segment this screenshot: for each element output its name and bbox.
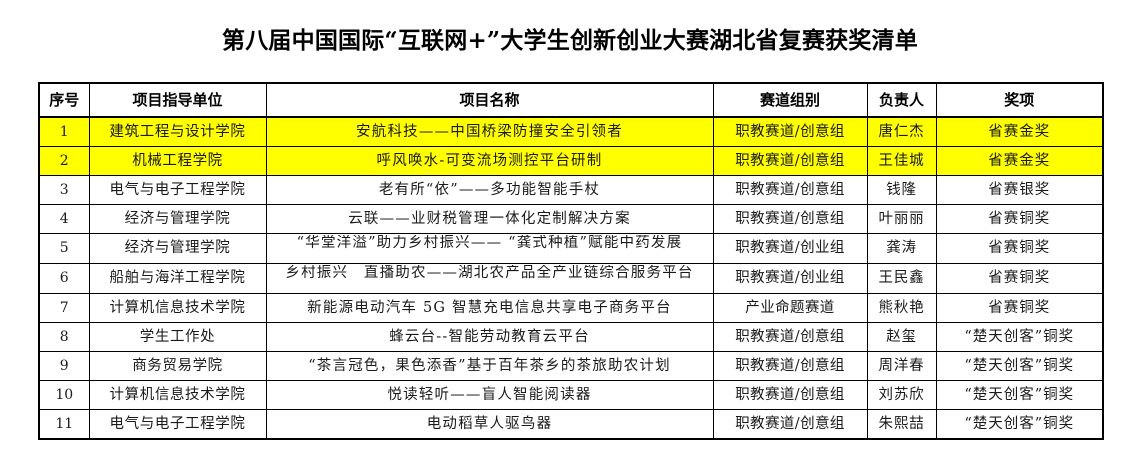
- table-header-row: 序号 项目指导单位 项目名称 赛道组别 负责人 奖项: [38, 82, 1104, 118]
- cell-track: 职教赛道/创意组: [712, 204, 868, 234]
- cell-award: 省赛铜奖: [935, 204, 1104, 234]
- award-table: 序号 项目指导单位 项目名称 赛道组别 负责人 奖项 1 建筑工程与设计学院 安航科…: [38, 82, 1104, 440]
- award-table-container: 序号 项目指导单位 项目名称 赛道组别 负责人 奖项 1 建筑工程与设计学院 安航科…: [38, 82, 1104, 440]
- project-name-text: 乡村振兴 直播助农——湖北农产品全产业链综合服务平台: [285, 265, 694, 281]
- cell-award: 省赛金奖: [935, 146, 1104, 176]
- cell-award: 省赛银奖: [935, 175, 1104, 205]
- cell-person: 唐仁杰: [866, 116, 937, 147]
- project-name-text: “华堂洋溢”助力乡村振兴—— “龚式种植”赋能中药发展: [296, 235, 683, 251]
- column-header-person: 负责人: [866, 82, 937, 118]
- cell-project-name: 呼风唤水-可变流场测控平台研制: [265, 146, 714, 176]
- cell-person: 钱隆: [866, 175, 937, 205]
- cell-unit: 学生工作处: [88, 322, 267, 352]
- cell-track: 职教赛道/创业组: [712, 263, 868, 294]
- page-title: 第八届中国国际“互联网+”大学生创新创业大赛湖北省复赛获奖清单: [222, 27, 918, 54]
- cell-track: 职教赛道/创意组: [712, 175, 868, 205]
- cell-award: 省赛铜奖: [935, 263, 1104, 294]
- table-body: 1 建筑工程与设计学院 安航科技——中国桥梁防撞安全引领者 职教赛道/创意组 唐仁杰 省赛…: [38, 116, 1104, 440]
- column-header-index: 序号: [38, 82, 90, 118]
- cell-person: 王民鑫: [866, 263, 937, 294]
- table-row: 11 电气与电子工程学院 电动稻草人驱鸟器 职教赛道/创意组 朱熙喆 “楚天创客”铜奖: [38, 409, 1104, 440]
- table-row: 2 机械工程学院 呼风唤水-可变流场测控平台研制 职教赛道/创意组 王佳城 省赛金奖: [38, 146, 1104, 176]
- cell-person: 朱熙喆: [866, 409, 937, 440]
- cell-award: 省赛铜奖: [935, 293, 1104, 323]
- cell-person: 龚涛: [866, 233, 937, 264]
- cell-index: 4: [38, 204, 90, 234]
- cell-unit: 建筑工程与设计学院: [88, 116, 267, 147]
- cell-project-name: 老有所“依”——多功能智能手杖: [265, 175, 714, 205]
- cell-unit: 经济与管理学院: [88, 204, 267, 234]
- table-row: 10 计算机信息技术学院 悦读轻听——盲人智能阅读器 职教赛道/创意组 刘苏欣 “楚天创客…: [38, 380, 1104, 410]
- cell-index: 2: [38, 146, 90, 176]
- table-row: 1 建筑工程与设计学院 安航科技——中国桥梁防撞安全引领者 职教赛道/创意组 唐仁杰 省赛…: [38, 116, 1104, 147]
- table-row: 9 商务贸易学院 “茶言冠色，果色添香”基于百年茶乡的茶旅助农计划 职教赛道/创意组周…: [38, 351, 1104, 381]
- cell-track: 职教赛道/创意组: [712, 116, 868, 147]
- cell-person: 叶丽丽: [866, 204, 937, 234]
- cell-unit: 经济与管理学院: [88, 233, 267, 264]
- cell-project-name: “华堂洋溢”助力乡村振兴—— “龚式种植”赋能中药发展: [265, 233, 714, 264]
- cell-award: 省赛铜奖: [935, 233, 1104, 264]
- cell-unit: 计算机信息技术学院: [88, 380, 267, 410]
- cell-person: 熊秋艳: [866, 293, 937, 323]
- cell-index: 7: [38, 293, 90, 323]
- cell-track: 职教赛道/创意组: [712, 351, 868, 381]
- column-header-track: 赛道组别: [712, 82, 868, 118]
- cell-project-name: 安航科技——中国桥梁防撞安全引领者: [265, 116, 714, 147]
- column-header-award: 奖项: [935, 82, 1104, 118]
- cell-project-name: 新能源电动汽车 5G 智慧充电信息共享电子商务平台: [265, 293, 714, 323]
- cell-person: 王佳城: [866, 146, 937, 176]
- cell-track: 职教赛道/创意组: [712, 409, 868, 440]
- cell-index: 9: [38, 351, 90, 381]
- table-row: 3 电气与电子工程学院 老有所“依”——多功能智能手杖 职教赛道/创意组 钱隆 省赛银奖: [38, 175, 1104, 205]
- cell-project-name: 悦读轻听——盲人智能阅读器: [265, 380, 714, 410]
- table-row: 6 船舶与海洋工程学院 乡村振兴 直播助农——湖北农产品全产业链综合服务平台 职教赛道…: [38, 263, 1104, 294]
- cell-track: 职教赛道/创意组: [712, 322, 868, 352]
- cell-unit: 电气与电子工程学院: [88, 175, 267, 205]
- cell-track: 产业命题赛道: [712, 293, 868, 323]
- cell-award: 省赛金奖: [935, 116, 1104, 147]
- cell-index: 6: [38, 263, 90, 294]
- cell-unit: 计算机信息技术学院: [88, 293, 267, 323]
- cell-unit: 商务贸易学院: [88, 351, 267, 381]
- cell-award: “楚天创客”铜奖: [935, 322, 1104, 352]
- table-row: 5 经济与管理学院 “华堂洋溢”助力乡村振兴—— “龚式种植”赋能中药发展 职教赛道/…: [38, 233, 1104, 264]
- cell-unit: 电气与电子工程学院: [88, 409, 267, 440]
- table-row: 4 经济与管理学院 云联——业财税管理一体化定制解决方案 职教赛道/创意组 叶丽丽 省赛铜…: [38, 204, 1104, 234]
- cell-index: 8: [38, 322, 90, 352]
- cell-index: 3: [38, 175, 90, 205]
- cell-award: “楚天创客”铜奖: [935, 409, 1104, 440]
- column-header-project: 项目名称: [265, 82, 714, 118]
- cell-person: 周洋春: [866, 351, 937, 381]
- cell-track: 职教赛道/创意组: [712, 146, 868, 176]
- table-header: 序号 项目指导单位 项目名称 赛道组别 负责人 奖项: [38, 82, 1104, 118]
- cell-index: 1: [38, 116, 90, 147]
- cell-index: 11: [38, 409, 90, 440]
- cell-project-name: “茶言冠色，果色添香”基于百年茶乡的茶旅助农计划: [265, 351, 714, 381]
- cell-track: 职教赛道/创意组: [712, 380, 868, 410]
- cell-project-name: 电动稻草人驱鸟器: [265, 409, 714, 440]
- cell-award: “楚天创客”铜奖: [935, 380, 1104, 410]
- table-row: 8 学生工作处 蜂云台--智能劳动教育云平台 职教赛道/创意组 赵玺 “楚天创客”铜奖: [38, 322, 1104, 352]
- cell-project-name: 云联——业财税管理一体化定制解决方案: [265, 204, 714, 234]
- cell-track: 职教赛道/创业组: [712, 233, 868, 264]
- cell-project-name: 乡村振兴 直播助农——湖北农产品全产业链综合服务平台: [265, 263, 714, 294]
- cell-index: 5: [38, 233, 90, 264]
- cell-unit: 机械工程学院: [88, 146, 267, 176]
- cell-index: 10: [38, 380, 90, 410]
- cell-person: 赵玺: [866, 322, 937, 352]
- column-header-unit: 项目指导单位: [88, 82, 267, 118]
- cell-unit: 船舶与海洋工程学院: [88, 263, 267, 294]
- cell-project-name: 蜂云台--智能劳动教育云平台: [265, 322, 714, 352]
- cell-award: “楚天创客”铜奖: [935, 351, 1104, 381]
- cell-person: 刘苏欣: [866, 380, 937, 410]
- table-row: 7 计算机信息技术学院 新能源电动汽车 5G 智慧充电信息共享电子商务平台 产业命题赛…: [38, 293, 1104, 323]
